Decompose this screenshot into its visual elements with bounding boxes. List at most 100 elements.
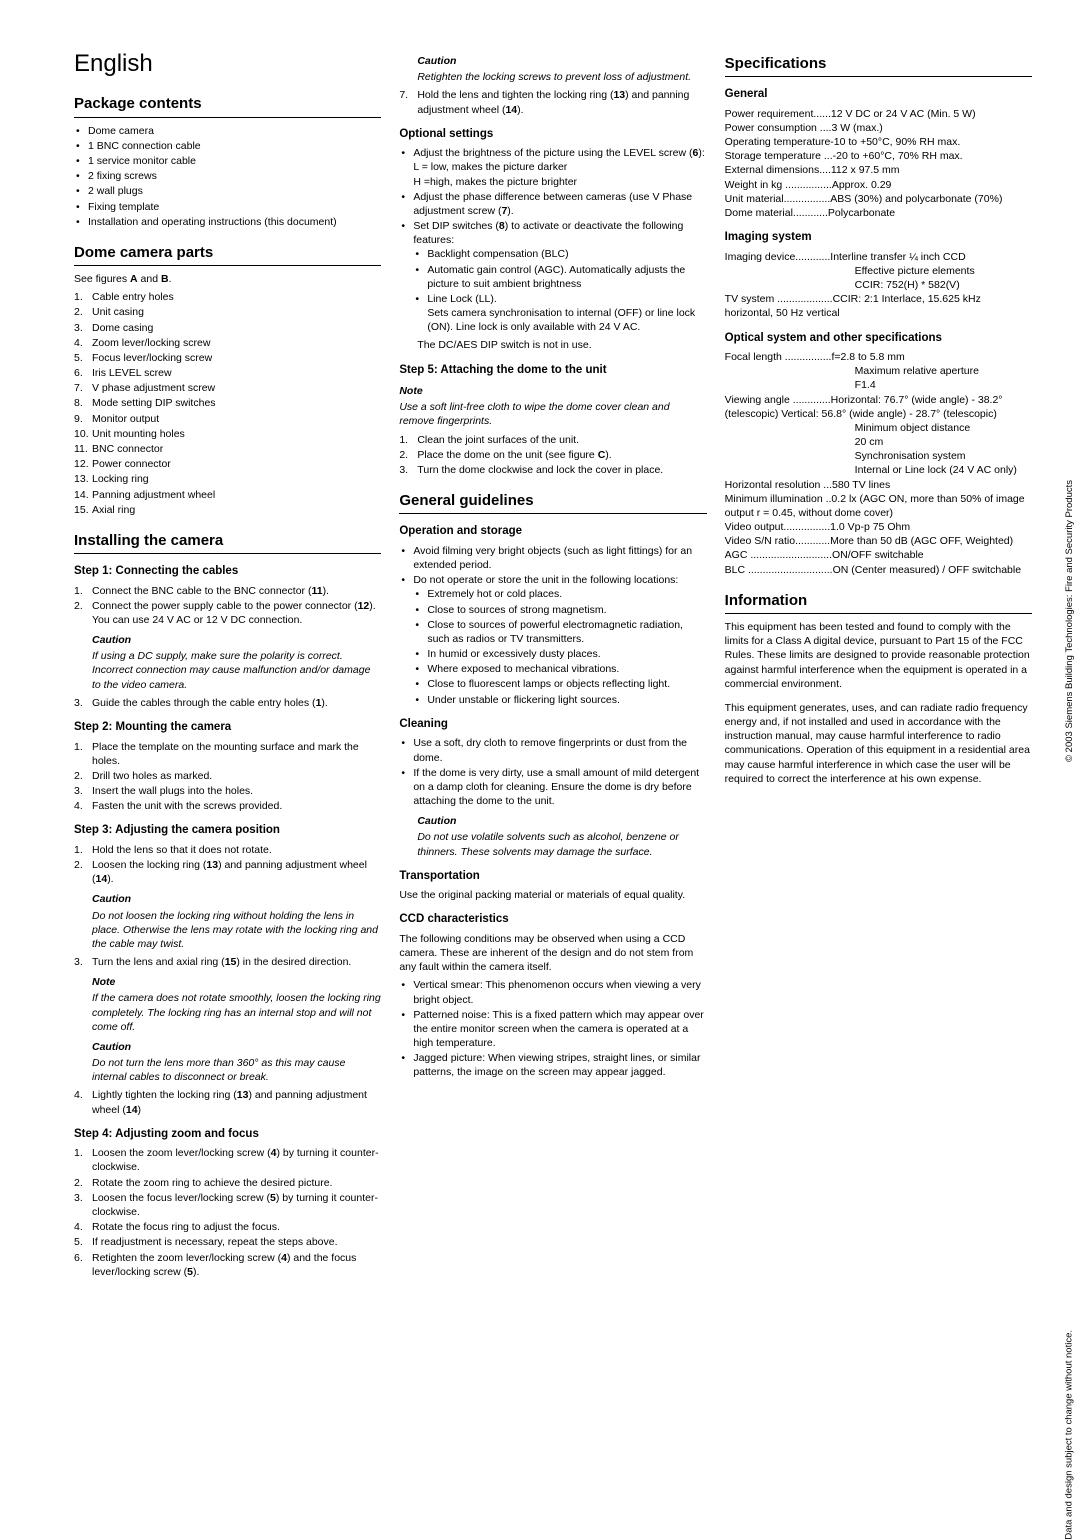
spec-row: F1.4 [725, 378, 1032, 392]
list-item: V phase adjustment screw [74, 381, 381, 395]
spec-row: Focal length ................f=2.8 to 5.… [725, 350, 1032, 364]
spec-row: Maximum relative aperture [725, 364, 1032, 378]
list-item: Unit mounting holes [74, 427, 381, 441]
operation-heading: Operation and storage [399, 524, 706, 540]
list-item: Backlight compensation (BLC) [413, 247, 706, 261]
info-para: This equipment generates, uses, and can … [725, 701, 1032, 786]
list-item: Close to sources of powerful electromagn… [413, 618, 706, 646]
list-item: Axial ring [74, 503, 381, 517]
page: English Package contents Dome camera 1 B… [0, 0, 1080, 1331]
list-item: Iris LEVEL screw [74, 366, 381, 380]
step3-list-cont: Turn the lens and axial ring (15) in the… [74, 955, 381, 969]
spec-imaging-heading: Imaging system [725, 230, 1032, 246]
opt-note: The DC/AES DIP switch is not in use. [399, 338, 706, 352]
list-item: Unit casing [74, 305, 381, 319]
package-list: Dome camera 1 BNC connection cable 1 ser… [74, 124, 381, 229]
list-item: 2 wall plugs [74, 184, 381, 198]
step3-heading: Step 3: Adjusting the camera position [74, 823, 381, 839]
spec-row: 20 cm [725, 435, 1032, 449]
list-item: Rotate the focus ring to adjust the focu… [74, 1220, 381, 1234]
list-item: Fixing template [74, 200, 381, 214]
copyright-side: © 2003 Siemens Building Technologies: Fi… [1064, 480, 1075, 762]
spec-row: Video S/N ratio............More than 50 … [725, 534, 1032, 548]
language-title: English [74, 48, 381, 80]
list-item: Under unstable or flickering light sourc… [413, 693, 706, 707]
caution-label: Caution [92, 892, 381, 906]
note-label: Note [399, 384, 706, 398]
spec-row: Synchronisation system [725, 449, 1032, 463]
list-item: Monitor output [74, 412, 381, 426]
spec-heading: Specifications [725, 54, 1032, 77]
operation-list: Avoid filming very bright objects (such … [399, 544, 706, 707]
list-item: Cable entry holes [74, 290, 381, 304]
list-item: Locking ring [74, 472, 381, 486]
list-item: Automatic gain control (AGC). Automatica… [413, 263, 706, 291]
list-item: Installation and operating instructions … [74, 215, 381, 229]
step3-list: Hold the lens so that it does not rotate… [74, 843, 381, 887]
spec-row: AGC ............................ON/OFF s… [725, 548, 1032, 562]
list-item: Zoom lever/locking screw [74, 336, 381, 350]
note-label: Note [92, 975, 381, 989]
step5-heading: Step 5: Attaching the dome to the unit [399, 363, 706, 379]
list-item: Close to sources of strong magnetism. [413, 603, 706, 617]
list-item: Patterned noise: This is a fixed pattern… [399, 1008, 706, 1051]
list-item: Do not operate or store the unit in the … [399, 573, 706, 707]
spec-row: Unit material................ABS (30%) a… [725, 192, 1032, 206]
parts-intro: See figures A and B. [74, 272, 381, 286]
list-item: Close to fluorescent lamps or objects re… [413, 677, 706, 691]
step4-heading: Step 4: Adjusting zoom and focus [74, 1127, 381, 1143]
parts-list: Cable entry holes Unit casing Dome casin… [74, 290, 381, 517]
list-item: Loosen the focus lever/locking screw (5)… [74, 1191, 381, 1219]
list-item: Drill two holes as marked. [74, 769, 381, 783]
col-2: Caution Retighten the locking screws to … [399, 48, 706, 1283]
spec-row: Operating temperature-10 to +50°C, 90% R… [725, 135, 1032, 149]
list-item: Adjust the phase difference between came… [399, 190, 706, 218]
step2-list: Place the template on the mounting surfa… [74, 740, 381, 814]
list-item: Loosen the zoom lever/locking screw (4) … [74, 1146, 381, 1174]
list-item: In humid or excessively dusty places. [413, 647, 706, 661]
list-item: Hold the lens so that it does not rotate… [74, 843, 381, 857]
spec-row: Storage temperature ...-20 to +60°C, 70%… [725, 149, 1032, 163]
list-item: Adjust the brightness of the picture usi… [399, 146, 706, 189]
list-item: Place the template on the mounting surfa… [74, 740, 381, 768]
ccd-heading: CCD characteristics [399, 912, 706, 928]
note-text: Use a soft lint-free cloth to wipe the d… [399, 400, 706, 428]
list-item: Turn the lens and axial ring (15) in the… [74, 955, 381, 969]
optional-heading: Optional settings [399, 127, 706, 143]
spec-row: Power requirement......12 V DC or 24 V A… [725, 107, 1032, 121]
spec-row: Minimum illumination ..0.2 lx (AGC ON, m… [725, 492, 1032, 520]
spec-row: Weight in kg ................Approx. 0.2… [725, 178, 1032, 192]
caution-text: Do not loosen the locking ring without h… [92, 909, 381, 952]
list-item: Hold the lens and tighten the locking ri… [399, 88, 706, 116]
list-item: Dome casing [74, 321, 381, 335]
spec-row: Internal or Line lock (24 V AC only) [725, 463, 1032, 477]
transport-heading: Transportation [399, 869, 706, 885]
list-item: Rotate the zoom ring to achieve the desi… [74, 1176, 381, 1190]
list-item: 2 fixing screws [74, 169, 381, 183]
caution-text: If using a DC supply, make sure the pola… [92, 649, 381, 692]
spec-row: Effective picture elements [725, 264, 1032, 278]
caution-label: Caution [417, 54, 706, 68]
spec-row: BLC .............................ON (Cen… [725, 563, 1032, 577]
col-3: Specifications General Power requirement… [725, 48, 1032, 1283]
ccd-list: Vertical smear: This phenomenon occurs w… [399, 978, 706, 1079]
step1-heading: Step 1: Connecting the cables [74, 564, 381, 580]
install-heading: Installing the camera [74, 531, 381, 554]
list-item: Lightly tighten the locking ring (13) an… [74, 1088, 381, 1116]
list-item: BNC connector [74, 442, 381, 456]
spec-row: Horizontal resolution ...580 TV lines [725, 478, 1032, 492]
list-item: Insert the wall plugs into the holes. [74, 784, 381, 798]
list-item: Mode setting DIP switches [74, 396, 381, 410]
spec-row: Minimum object distance [725, 421, 1032, 435]
caution-label: Caution [92, 633, 381, 647]
step1-list-cont: Guide the cables through the cable entry… [74, 696, 381, 710]
note-text: If the camera does not rotate smoothly, … [92, 991, 381, 1034]
list-item: If the dome is very dirty, use a small a… [399, 766, 706, 809]
step4-list: Loosen the zoom lever/locking screw (4) … [74, 1146, 381, 1279]
col-1: English Package contents Dome camera 1 B… [74, 48, 381, 1283]
caution-label: Caution [417, 814, 706, 828]
caution-text: Retighten the locking screws to prevent … [417, 70, 706, 84]
optional-list: Adjust the brightness of the picture usi… [399, 146, 706, 334]
list-item: Focus lever/locking screw [74, 351, 381, 365]
cleaning-list: Use a soft, dry cloth to remove fingerpr… [399, 736, 706, 808]
